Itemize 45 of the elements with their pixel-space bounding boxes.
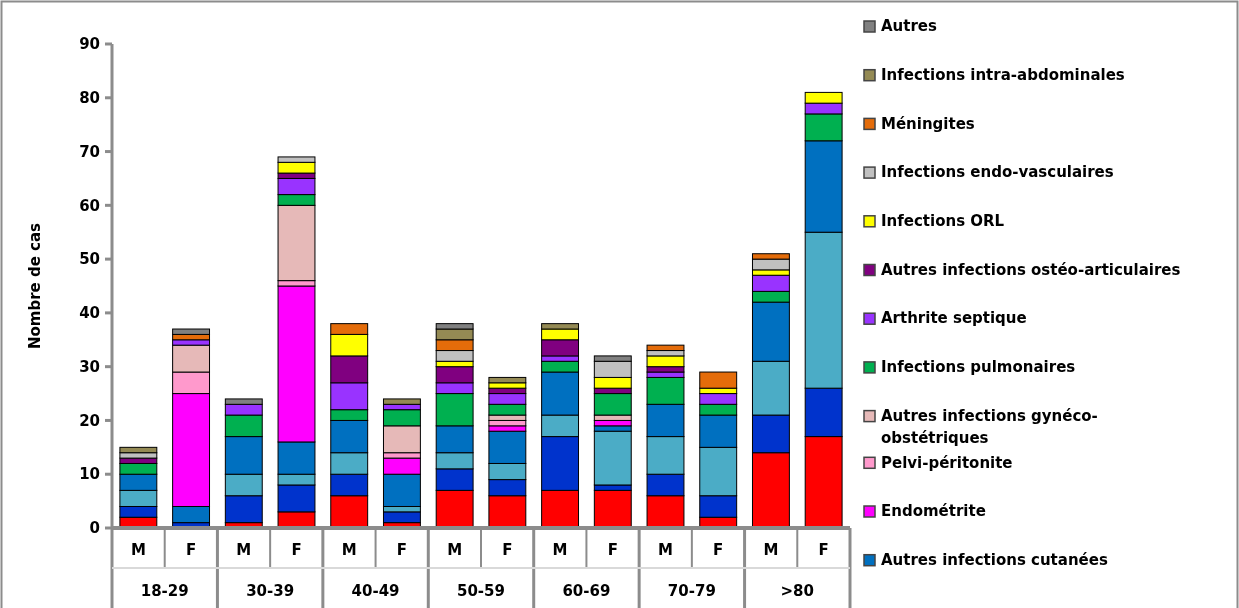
y-tick-label: 20 xyxy=(79,411,100,430)
y-tick-label: 10 xyxy=(79,465,100,484)
legend-label: Pelvi-péritonite xyxy=(881,453,1013,472)
x-tick-label: F xyxy=(818,541,829,560)
legend-label: Autres infections ostéo-articulaires xyxy=(881,260,1181,279)
x-tick-label: F xyxy=(607,541,618,560)
x-tick-label: F xyxy=(502,541,513,560)
y-tick-label: 40 xyxy=(79,304,100,323)
x-tick-label: F xyxy=(291,541,302,560)
y-tick-label: 80 xyxy=(79,89,100,108)
x-tick-label: M xyxy=(236,541,252,560)
legend-label: Arthrite septique xyxy=(881,309,1027,328)
legend-label: Autres infections gynéco-obstétriques xyxy=(881,406,1098,447)
legend-label: Autres infections cutanées xyxy=(881,550,1108,569)
x-tick-label: M xyxy=(447,541,463,560)
x-tick-label: F xyxy=(185,541,197,560)
bar xyxy=(593,489,632,529)
x-tick-label: M xyxy=(658,541,673,560)
x-tick-label: F xyxy=(396,541,408,560)
y-tick-label: 70 xyxy=(79,142,100,161)
y-tick-label: 90 xyxy=(79,35,100,54)
y-tick-label: 60 xyxy=(79,196,100,215)
text: 50-59 xyxy=(457,582,505,601)
legend-label: Endométrite xyxy=(881,502,986,521)
legend-label: Méningites xyxy=(881,114,975,133)
text: 40-49 xyxy=(351,582,400,601)
x-tick-label: M xyxy=(341,541,357,560)
legend-label: Infections ORL xyxy=(881,212,1005,231)
text: 60-69 xyxy=(562,582,611,601)
text: 18-29 xyxy=(140,582,189,601)
y-tick-label: 0 xyxy=(89,519,100,538)
legend-label: Infections endo-vasculaires xyxy=(881,163,1114,182)
x-tick-label: F xyxy=(713,541,724,560)
legend-label: Infections intra-abdominales xyxy=(881,65,1125,84)
text: >80 xyxy=(780,582,815,601)
y-tick-label: 30 xyxy=(79,357,100,376)
x-tick-label: M xyxy=(552,541,568,560)
x-tick-label: M xyxy=(763,541,779,560)
legend-label: Autres xyxy=(881,17,938,36)
legend-label: Infections pulmonaires xyxy=(881,358,1076,377)
text: 30-39 xyxy=(246,582,295,601)
y-axis-title: Nombre de cas xyxy=(26,222,44,350)
x-tick-label: M xyxy=(130,541,146,560)
y-tick-label: 50 xyxy=(79,250,100,269)
text: 70-79 xyxy=(667,582,716,601)
